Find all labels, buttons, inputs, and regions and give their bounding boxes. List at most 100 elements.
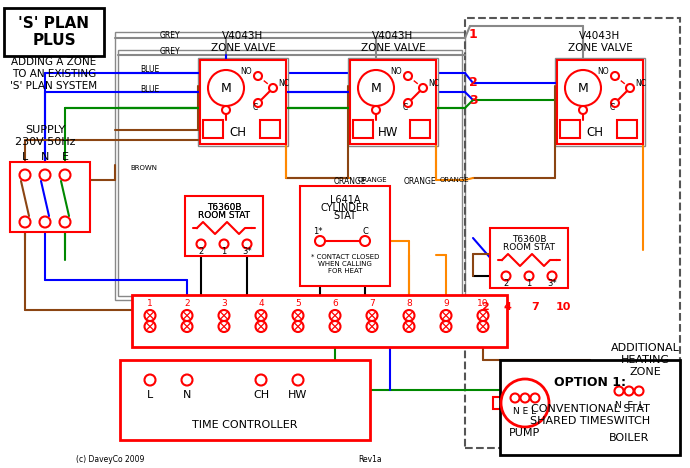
Text: BROWN: BROWN	[130, 165, 157, 171]
Text: L: L	[22, 152, 28, 162]
Text: C: C	[362, 227, 368, 236]
Circle shape	[366, 321, 377, 332]
Text: 3*: 3*	[547, 279, 557, 288]
Text: C: C	[402, 103, 408, 112]
Text: 7: 7	[531, 302, 539, 312]
Bar	[200, 60, 286, 144]
Bar	[557, 60, 643, 144]
Bar	[490, 228, 568, 288]
Circle shape	[366, 310, 377, 321]
Circle shape	[372, 106, 380, 114]
Text: ROOM STAT: ROOM STAT	[198, 212, 250, 220]
Circle shape	[222, 106, 230, 114]
Bar	[493, 397, 501, 409]
Circle shape	[144, 321, 155, 332]
Circle shape	[404, 99, 412, 107]
Text: 2: 2	[199, 248, 204, 256]
Circle shape	[615, 387, 624, 395]
Text: HW: HW	[378, 126, 398, 139]
Circle shape	[255, 374, 266, 386]
Text: 6: 6	[332, 300, 338, 308]
Bar	[120, 360, 370, 440]
Bar	[118, 50, 462, 296]
Text: ORANGE: ORANGE	[334, 176, 366, 185]
Text: 2: 2	[469, 76, 477, 89]
Bar	[198, 58, 288, 146]
Circle shape	[39, 217, 50, 227]
Circle shape	[293, 374, 304, 386]
Text: ROOM STAT: ROOM STAT	[503, 243, 555, 253]
Text: ROOM STAT: ROOM STAT	[198, 212, 250, 220]
Circle shape	[501, 379, 549, 427]
Text: BLUE: BLUE	[140, 86, 159, 95]
Circle shape	[144, 374, 155, 386]
Text: Rev1a: Rev1a	[358, 455, 382, 465]
Circle shape	[219, 310, 230, 321]
Circle shape	[520, 394, 529, 402]
Text: 9: 9	[443, 300, 449, 308]
Circle shape	[358, 70, 394, 106]
Text: NO: NO	[598, 67, 609, 76]
Text: L: L	[147, 390, 153, 400]
Text: ADDING A ZONE
TO AN EXISTING
'S' PLAN SYSTEM: ADDING A ZONE TO AN EXISTING 'S' PLAN SY…	[10, 58, 97, 91]
Text: 8: 8	[406, 300, 412, 308]
Text: NO: NO	[391, 67, 402, 76]
Bar	[617, 120, 637, 138]
Bar	[353, 120, 373, 138]
Circle shape	[315, 236, 325, 246]
Circle shape	[219, 240, 228, 249]
Bar	[10, 162, 90, 232]
Text: E: E	[61, 152, 68, 162]
Text: 1: 1	[221, 248, 226, 256]
Text: BLUE: BLUE	[140, 66, 159, 74]
Text: TIME CONTROLLER: TIME CONTROLLER	[193, 420, 298, 430]
Bar	[203, 120, 223, 138]
Circle shape	[219, 321, 230, 332]
Circle shape	[293, 321, 304, 332]
Circle shape	[611, 99, 619, 107]
Text: 4: 4	[503, 302, 511, 312]
Text: M: M	[578, 81, 589, 95]
Bar	[500, 360, 680, 455]
Bar	[560, 120, 580, 138]
Circle shape	[547, 271, 557, 280]
Circle shape	[255, 321, 266, 332]
Circle shape	[611, 72, 619, 80]
Circle shape	[477, 310, 489, 321]
Text: * CONTACT CLOSED
WHEN CALLING
FOR HEAT: * CONTACT CLOSED WHEN CALLING FOR HEAT	[310, 254, 380, 274]
Text: 'S' PLAN
PLUS: 'S' PLAN PLUS	[19, 16, 90, 48]
Circle shape	[624, 387, 633, 395]
Bar	[348, 58, 438, 146]
Text: 5: 5	[295, 300, 301, 308]
Bar	[549, 397, 557, 409]
Text: SUPPLY
230V 50Hz: SUPPLY 230V 50Hz	[14, 125, 75, 147]
Circle shape	[626, 84, 634, 92]
Text: 1: 1	[147, 300, 153, 308]
Circle shape	[502, 271, 511, 280]
Text: CONVENTIONAL STAT
SHARED TIMESWITCH: CONVENTIONAL STAT SHARED TIMESWITCH	[530, 404, 650, 426]
Circle shape	[242, 240, 251, 249]
Circle shape	[511, 394, 520, 402]
Bar	[595, 373, 663, 428]
Circle shape	[59, 217, 70, 227]
Text: NC: NC	[278, 80, 289, 88]
Text: C: C	[609, 103, 615, 112]
Text: V4043H
ZONE VALVE: V4043H ZONE VALVE	[210, 31, 275, 53]
Circle shape	[404, 72, 412, 80]
Text: 3: 3	[469, 94, 477, 107]
Circle shape	[19, 217, 30, 227]
Text: 3: 3	[221, 300, 227, 308]
Text: L641A: L641A	[330, 195, 360, 205]
Circle shape	[330, 321, 340, 332]
Text: GREY: GREY	[160, 47, 181, 57]
Circle shape	[254, 99, 262, 107]
Bar	[350, 60, 436, 144]
Text: 3*: 3*	[242, 248, 252, 256]
Text: 2: 2	[184, 300, 190, 308]
Circle shape	[440, 321, 451, 332]
Text: M: M	[371, 81, 382, 95]
Text: N E L: N E L	[513, 407, 537, 416]
Circle shape	[19, 169, 30, 181]
Bar	[555, 58, 645, 146]
Circle shape	[360, 236, 370, 246]
